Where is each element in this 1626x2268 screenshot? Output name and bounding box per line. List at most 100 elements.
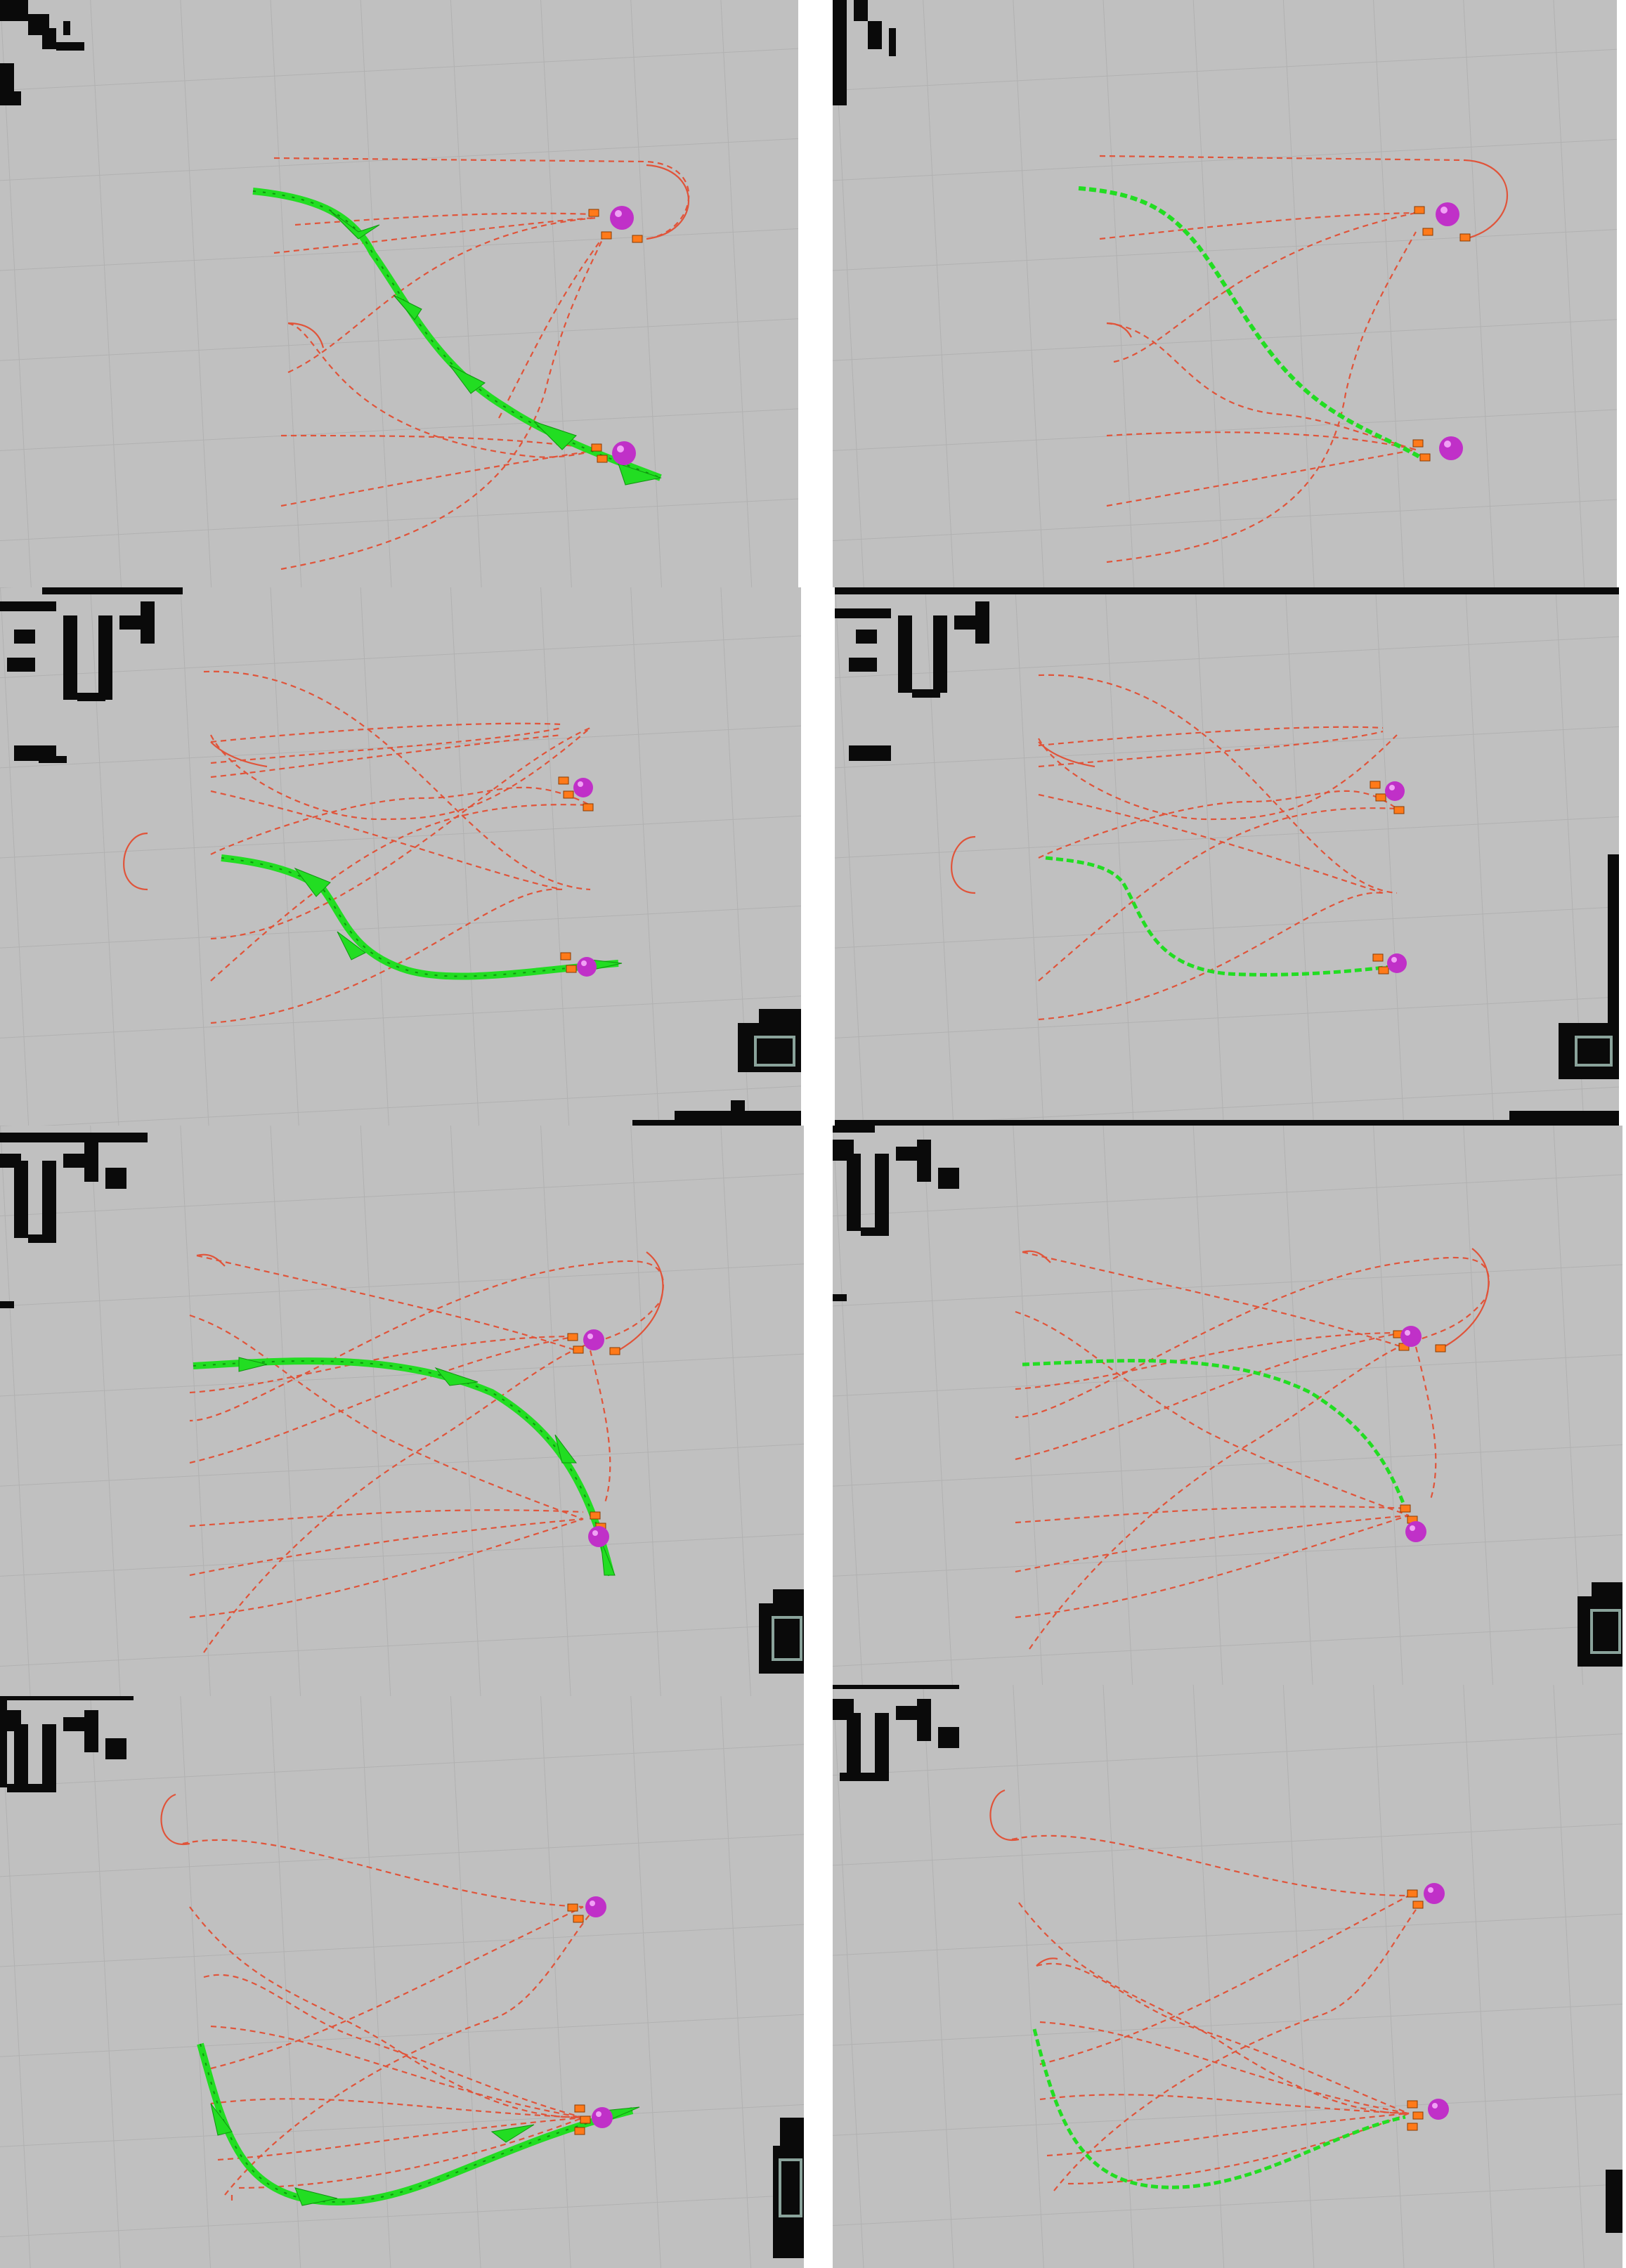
candidate-path-hook bbox=[1036, 1957, 1058, 1967]
map-view-row4-left bbox=[0, 1696, 804, 2268]
selected-path-pose-arrows bbox=[197, 2042, 640, 2206]
candidate-path-loop bbox=[646, 164, 690, 240]
map-view-row2-right bbox=[835, 587, 1619, 1126]
inflation-border bbox=[1590, 1609, 1621, 1654]
goal-sphere-highlight bbox=[596, 2111, 601, 2117]
goal-sphere-icon bbox=[1436, 202, 1459, 226]
panel-row3-left bbox=[0, 1126, 804, 1696]
obstacle-cluster bbox=[833, 1685, 1622, 2233]
map-view-row3-right bbox=[833, 1126, 1622, 1696]
inflation-border bbox=[754, 1036, 795, 1067]
goal-sphere-highlight bbox=[578, 781, 583, 787]
goal-sphere-highlight bbox=[1444, 441, 1451, 448]
candidate-path-hook bbox=[287, 322, 325, 348]
panel-row3-right bbox=[833, 1126, 1622, 1696]
pose-marker-icon bbox=[588, 209, 643, 463]
goal-sphere-icon bbox=[610, 206, 634, 230]
goal-sphere-icon bbox=[612, 441, 636, 465]
candidate-path-loop bbox=[123, 832, 148, 891]
candidate-path-loop bbox=[1464, 159, 1509, 240]
goal-sphere-highlight bbox=[1391, 957, 1397, 963]
goal-sphere-icon bbox=[1428, 2099, 1449, 2120]
inflation-border bbox=[779, 2158, 802, 2217]
pose-marker-icon bbox=[558, 776, 594, 973]
panel-row1-left bbox=[0, 0, 798, 587]
candidate-path-hook bbox=[196, 1253, 226, 1267]
panel-row4-left bbox=[0, 1696, 804, 2268]
selected-path-pose-arrows bbox=[252, 188, 662, 485]
obstacle-cluster bbox=[0, 1133, 804, 1674]
goal-sphere-icon bbox=[1424, 1883, 1445, 1904]
candidate-paths bbox=[1099, 155, 1466, 563]
goal-sphere-icon bbox=[585, 1896, 606, 1917]
map-view-row4-right bbox=[833, 1685, 1622, 2268]
panel-row4-right bbox=[833, 1685, 1622, 2268]
goal-sphere-highlight bbox=[615, 210, 622, 217]
grid-lines bbox=[0, 1126, 804, 1696]
goal-sphere-highlight bbox=[617, 445, 624, 452]
candidate-path-loop bbox=[1443, 1248, 1490, 1348]
goal-sphere-icon bbox=[1439, 436, 1463, 460]
candidate-path-hook bbox=[1038, 741, 1095, 768]
candidate-path-hook bbox=[1106, 322, 1132, 338]
goal-sphere-icon bbox=[1400, 1326, 1422, 1347]
grid-lines bbox=[833, 0, 1617, 587]
inflation-border bbox=[772, 1616, 802, 1661]
pose-marker-icon bbox=[1412, 206, 1471, 462]
map-view-row3-left bbox=[0, 1126, 804, 1696]
goal-sphere-highlight bbox=[590, 1901, 595, 1906]
goal-sphere-icon bbox=[588, 1526, 609, 1547]
goal-sphere-icon bbox=[592, 2107, 613, 2128]
goal-sphere-icon bbox=[573, 778, 593, 797]
goal-sphere-highlight bbox=[592, 1530, 598, 1536]
goal-sphere-highlight bbox=[1389, 785, 1395, 790]
candidate-path-loop bbox=[618, 1251, 664, 1351]
obstacle-cluster bbox=[835, 587, 1619, 1126]
grid-lines bbox=[0, 1696, 804, 2268]
candidate-path-hook bbox=[1022, 1250, 1051, 1263]
candidate-path-loop bbox=[160, 1793, 190, 1846]
pose-marker-icon bbox=[1370, 781, 1405, 975]
candidate-path-loop bbox=[951, 835, 976, 894]
goal-sphere-icon bbox=[1405, 1521, 1426, 1542]
pose-marker-icon bbox=[567, 1903, 591, 2135]
grid-lines bbox=[0, 587, 801, 1126]
panel-row2-left bbox=[0, 587, 801, 1126]
obstacle-cluster bbox=[0, 587, 801, 1126]
selected-path-pose-arrows bbox=[193, 1357, 616, 1577]
panel-row2-right bbox=[835, 587, 1619, 1126]
obstacle-cluster bbox=[0, 0, 84, 105]
map-view-row1-left bbox=[0, 0, 798, 587]
grid-lines bbox=[833, 1126, 1622, 1696]
goal-sphere-highlight bbox=[1428, 1887, 1433, 1893]
map-view-row2-left bbox=[0, 587, 801, 1126]
goal-sphere-icon bbox=[1385, 781, 1405, 801]
goal-sphere-highlight bbox=[1440, 207, 1448, 214]
goal-sphere-highlight bbox=[1405, 1330, 1410, 1336]
selected-path-dashed bbox=[1022, 1359, 1407, 1509]
obstacle-cluster bbox=[0, 1696, 804, 2258]
selected-path-dashed bbox=[1045, 856, 1391, 977]
panel-row1-right bbox=[833, 0, 1617, 587]
goal-sphere-highlight bbox=[581, 960, 587, 966]
candidate-paths bbox=[1011, 1834, 1417, 2191]
candidate-paths bbox=[203, 670, 591, 1024]
candidate-paths bbox=[1015, 1251, 1490, 1650]
candidate-path-hook bbox=[210, 741, 268, 768]
goal-sphere-icon bbox=[1387, 953, 1407, 973]
goal-sphere-highlight bbox=[587, 1334, 593, 1339]
goal-sphere-icon bbox=[583, 1329, 604, 1350]
goal-sphere-highlight bbox=[1432, 2103, 1438, 2109]
pose-marker-icon bbox=[1407, 1889, 1424, 2131]
goal-sphere-icon bbox=[577, 957, 597, 977]
selected-path-dashed bbox=[1078, 186, 1421, 459]
grid-lines bbox=[835, 587, 1619, 1126]
inflation-border bbox=[1575, 1036, 1613, 1067]
candidate-path-loop bbox=[989, 1789, 1020, 1842]
selected-path-pose-arrows bbox=[221, 854, 623, 980]
candidate-paths bbox=[189, 1254, 664, 1653]
grid-lines bbox=[833, 1685, 1622, 2268]
candidate-paths bbox=[1038, 674, 1398, 1021]
map-view-row1-right bbox=[833, 0, 1617, 587]
obstacle-cluster bbox=[833, 1126, 1622, 1667]
